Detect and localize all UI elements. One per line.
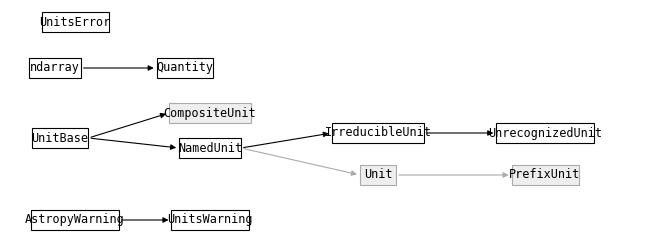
Bar (169, 103, 251, 123)
Bar (496, 123, 594, 143)
Text: UnitBase: UnitBase (31, 132, 89, 144)
Text: Unit: Unit (364, 169, 392, 181)
Bar (31, 210, 119, 230)
Bar (331, 123, 424, 143)
Bar (157, 58, 213, 78)
Text: IrreducibleUnit: IrreducibleUnit (325, 127, 432, 140)
Text: Quantity: Quantity (157, 61, 213, 75)
Bar (360, 165, 396, 185)
Text: UnitsError: UnitsError (39, 16, 111, 28)
Bar (179, 138, 241, 158)
Bar (31, 128, 89, 148)
Text: PrefixUnit: PrefixUnit (510, 169, 581, 181)
Bar (171, 210, 249, 230)
Text: UnitsWarning: UnitsWarning (167, 213, 253, 227)
Bar (41, 12, 109, 32)
Text: AstropyWarning: AstropyWarning (25, 213, 125, 227)
Text: NamedUnit: NamedUnit (178, 142, 242, 154)
Text: CompositeUnit: CompositeUnit (163, 107, 256, 119)
Bar (512, 165, 578, 185)
Bar (29, 58, 81, 78)
Text: UnrecognizedUnit: UnrecognizedUnit (488, 127, 602, 140)
Text: ndarray: ndarray (30, 61, 80, 75)
